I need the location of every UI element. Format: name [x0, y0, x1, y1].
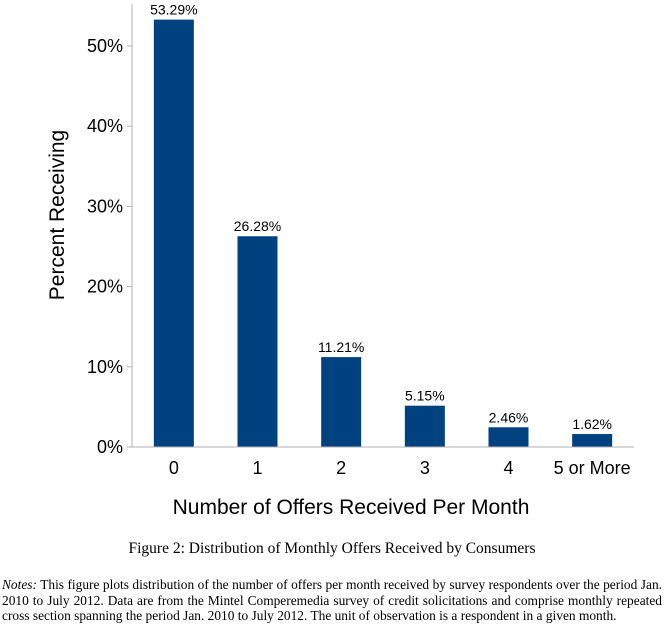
data-label: 53.29% — [150, 2, 197, 18]
x-tick-label: 2 — [336, 458, 346, 478]
x-tick-label: 0 — [169, 458, 179, 478]
y-tick-label: 0% — [97, 437, 123, 457]
x-tick-label: 1 — [252, 458, 262, 478]
figure-notes: Notes: This figure plots distribution of… — [2, 577, 662, 624]
data-label: 2.46% — [489, 409, 529, 425]
bar-chart: 0% 10% 20% 30% 40% 50% 53.29% 26.28% 11.21% 5.15… — [46, 2, 634, 519]
bar — [321, 357, 362, 447]
x-tick-label: 5 or More — [554, 458, 631, 478]
data-label: 1.62% — [572, 416, 612, 432]
x-axis: 0 1 2 3 4 5 or More — [132, 446, 634, 478]
y-tick-label: 40% — [87, 116, 123, 136]
y-tick-label: 30% — [87, 196, 123, 216]
y-tick-label: 50% — [87, 36, 123, 56]
y-axis: 0% 10% 20% 30% 40% 50% — [87, 3, 133, 457]
data-label: 26.28% — [234, 218, 281, 234]
y-tick-label: 20% — [87, 277, 123, 297]
notes-text: This figure plots distribution of the nu… — [2, 577, 662, 624]
y-tick-label: 10% — [87, 357, 123, 377]
x-tick-label: 4 — [503, 458, 513, 478]
bar — [237, 236, 278, 447]
bar — [153, 19, 194, 448]
x-tick-label: 3 — [420, 458, 430, 478]
x-axis-title: Number of Offers Received Per Month — [173, 496, 530, 519]
notes-label: Notes: — [2, 577, 37, 592]
bars: 53.29% 26.28% 11.21% 5.15% 2.46% 1.62% — [150, 2, 613, 448]
data-label: 11.21% — [318, 339, 364, 355]
data-label: 5.15% — [405, 388, 445, 404]
bar — [572, 434, 613, 447]
y-axis-title: Percent Receiving — [46, 130, 69, 300]
bar — [488, 427, 529, 447]
figure-caption: Figure 2: Distribution of Monthly Offers… — [128, 540, 536, 557]
bar — [404, 405, 445, 447]
